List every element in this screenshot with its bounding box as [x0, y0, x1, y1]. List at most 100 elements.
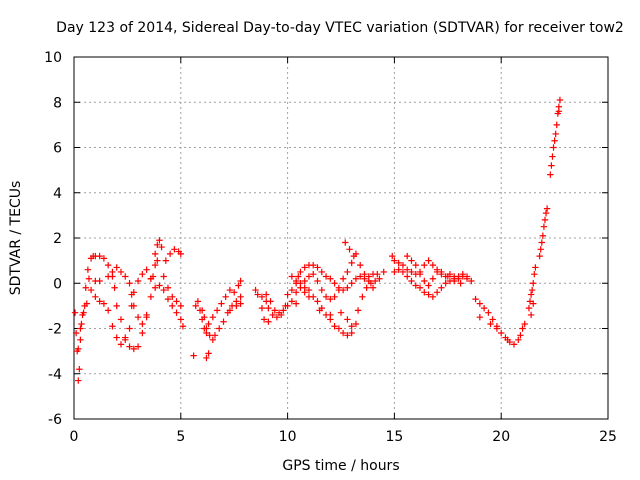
data-point: [233, 302, 240, 310]
data-point: [177, 250, 184, 258]
data-point: [455, 273, 462, 280]
data-point: [376, 275, 383, 282]
data-point: [104, 261, 112, 269]
data-point: [359, 293, 366, 301]
data-point: [344, 268, 351, 276]
data-point: [75, 345, 82, 353]
data-point: [147, 293, 155, 301]
data-point: [348, 280, 355, 287]
data-point: [154, 241, 161, 248]
data-point: [305, 286, 313, 294]
data-point: [143, 311, 150, 319]
data-point: [408, 268, 415, 276]
data-point: [352, 275, 360, 282]
data-point: [149, 273, 157, 280]
y-axis-label: SDTVAR / TECUs: [8, 181, 24, 296]
data-point: [493, 325, 501, 332]
data-point: [139, 271, 146, 278]
data-point: [130, 345, 138, 353]
data-point: [77, 336, 84, 344]
data-point: [198, 307, 206, 314]
data-point: [314, 298, 321, 305]
data-point: [173, 309, 180, 316]
data-point: [549, 153, 556, 160]
data-point: [371, 277, 379, 285]
data-point: [271, 307, 278, 314]
data-point: [143, 266, 150, 273]
y-tick-label: 10: [44, 50, 62, 66]
data-point: [361, 271, 368, 278]
data-point: [331, 293, 338, 301]
data-point: [433, 266, 441, 273]
data-point: [335, 286, 343, 294]
data-point: [267, 298, 274, 305]
data-point: [288, 286, 296, 294]
data-point: [438, 284, 445, 291]
data-point: [543, 205, 551, 212]
data-point: [265, 304, 272, 312]
data-point: [519, 325, 526, 332]
data-point: [77, 325, 84, 332]
data-point: [109, 268, 116, 276]
tick-labels: 0 5 10 15 20 25 -6 -4 -2 0 2 4 6 8 10: [44, 50, 617, 445]
data-point: [344, 332, 351, 339]
data-point: [156, 237, 163, 244]
data-point: [113, 302, 120, 310]
data-point: [275, 309, 283, 316]
data-point: [113, 334, 120, 341]
data-point: [391, 257, 398, 264]
data-point: [158, 243, 165, 251]
data-point: [444, 273, 451, 280]
data-point: [122, 273, 129, 280]
data-point: [526, 298, 534, 305]
data-point: [216, 325, 223, 332]
data-point: [177, 316, 184, 323]
data-point: [459, 271, 466, 278]
data-point: [527, 291, 535, 298]
data-point: [113, 264, 120, 271]
data-point: [517, 332, 524, 339]
data-point: [151, 284, 159, 291]
data-point: [389, 252, 396, 260]
data-point: [301, 289, 308, 296]
data-point: [218, 300, 225, 307]
data-point: [327, 311, 334, 319]
data-point: [404, 266, 411, 273]
data-point: [134, 313, 142, 321]
data-point: [352, 320, 360, 328]
data-point: [528, 286, 536, 294]
data-point: [280, 307, 287, 314]
data-point: [305, 293, 313, 301]
data-point: [551, 137, 558, 144]
data-point: [173, 298, 180, 305]
data-point: [166, 250, 174, 258]
data-point: [322, 293, 330, 301]
data-point: [374, 271, 381, 278]
data-point: [539, 232, 547, 239]
data-point: [421, 277, 428, 285]
data-point: [134, 277, 142, 285]
x-tick-label: 20: [492, 429, 510, 445]
data-point: [82, 284, 89, 291]
data-point: [380, 268, 387, 276]
data-point: [425, 282, 432, 289]
y-tick-label: 8: [53, 95, 62, 111]
data-point: [122, 336, 129, 344]
data-point: [269, 311, 276, 319]
data-point: [169, 302, 176, 310]
data-point: [117, 268, 125, 276]
data-point: [117, 316, 125, 323]
data-point: [96, 252, 103, 260]
data-point: [318, 286, 325, 294]
data-point: [367, 280, 375, 287]
data-point: [254, 291, 261, 298]
x-tick-label: 15: [385, 429, 403, 445]
data-point: [237, 277, 244, 285]
data-point: [292, 277, 300, 285]
data-point: [171, 246, 178, 253]
data-point: [84, 266, 92, 273]
data-point: [438, 268, 445, 276]
data-point: [421, 261, 428, 269]
y-tick-label: -4: [48, 367, 62, 383]
data-point: [104, 273, 112, 280]
